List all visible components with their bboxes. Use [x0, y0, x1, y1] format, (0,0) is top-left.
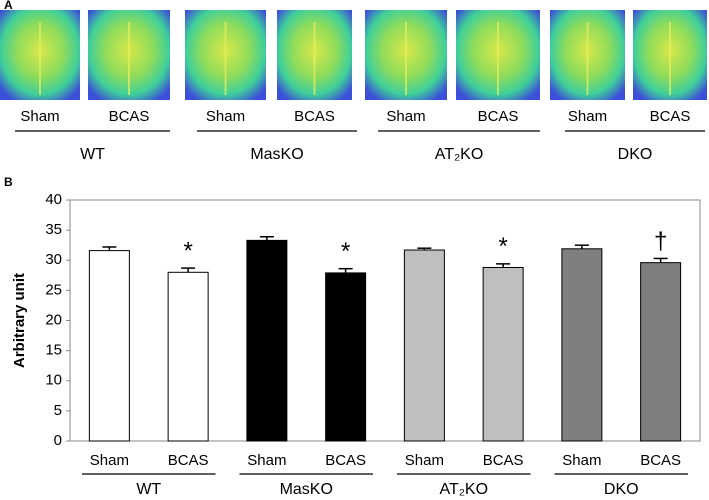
condition-label: Sham [568, 108, 607, 125]
condition-label: Sham [206, 108, 245, 125]
condition-label: BCAS [294, 108, 335, 125]
error-bar [417, 247, 432, 251]
y-tick-label: 10 [45, 372, 62, 389]
group-label: DKO [604, 481, 639, 498]
condition-label: BCAS [109, 108, 150, 125]
x-tick-label: BCAS [168, 452, 209, 469]
error-bar [574, 244, 589, 249]
group-label: DKO [618, 146, 653, 163]
bar [482, 266, 524, 442]
condition-label: BCAS [478, 108, 519, 125]
error-bar [181, 267, 196, 273]
error-bar [102, 246, 117, 251]
significance-marker: * [183, 237, 192, 264]
bar [246, 239, 288, 442]
panel-label: A [4, 0, 13, 12]
x-tick-label: BCAS [325, 452, 366, 469]
y-tick-label: 15 [45, 342, 62, 359]
y-tick-label: 0 [54, 432, 62, 449]
error-bar [496, 263, 511, 268]
condition-label: Sham [386, 108, 425, 125]
condition-label: BCAS [650, 108, 691, 125]
bar [403, 249, 445, 442]
y-tick-label: 25 [45, 281, 62, 298]
x-tick-label: Sham [247, 452, 286, 469]
significance-marker: † [654, 228, 667, 255]
significance-marker: * [341, 238, 350, 265]
bar [88, 250, 130, 442]
error-bar [338, 267, 353, 273]
error-bar [653, 257, 668, 263]
y-tick-label: 5 [54, 402, 62, 419]
x-tick-label: Sham [90, 452, 129, 469]
bar [325, 272, 367, 442]
x-tick-label: BCAS [640, 452, 681, 469]
x-tick-label: Sham [562, 452, 601, 469]
condition-label: Sham [20, 108, 59, 125]
group-label: AT₂KO [435, 146, 484, 163]
group-label: MasKO [250, 146, 303, 163]
y-axis-label: Arbitrary unit [11, 273, 28, 368]
y-tick-label: 30 [45, 251, 62, 268]
group-label: WT [136, 481, 161, 498]
x-tick-label: Sham [405, 452, 444, 469]
y-tick-label: 20 [45, 311, 62, 328]
y-tick-label: 35 [45, 221, 62, 238]
bar [640, 262, 682, 442]
x-tick-label: BCAS [483, 452, 524, 469]
panel-label: B [4, 175, 13, 189]
bar [561, 248, 603, 442]
bar [167, 271, 209, 442]
error-bar [259, 236, 274, 241]
significance-marker: * [498, 233, 507, 260]
plot-frame [69, 199, 701, 442]
y-tick-label: 40 [45, 191, 62, 208]
group-label: MasKO [280, 481, 333, 498]
group-label: WT [80, 146, 105, 163]
group-label: AT₂KO [439, 481, 488, 498]
